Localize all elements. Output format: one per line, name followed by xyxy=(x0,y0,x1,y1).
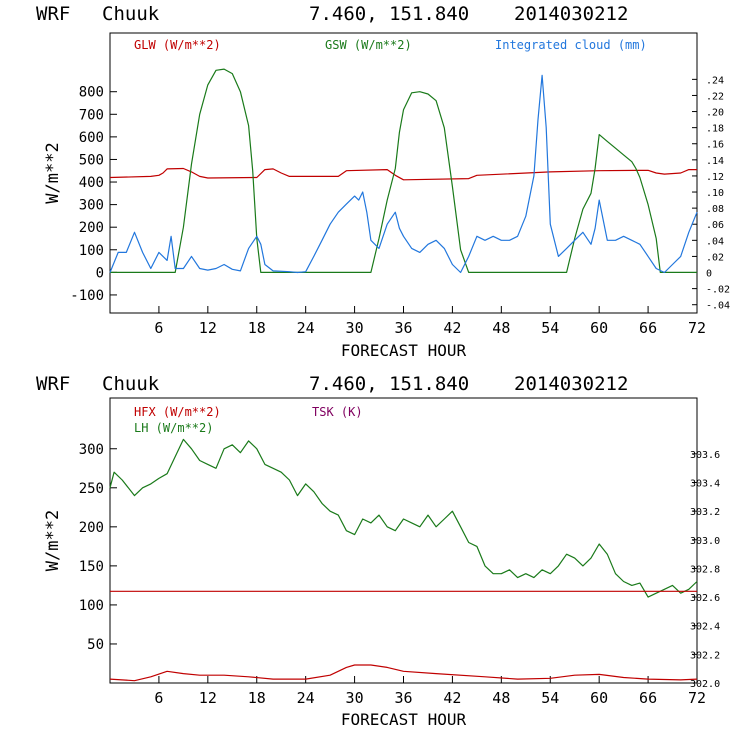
series-line xyxy=(110,68,697,273)
y2-tick-label: 303.4 xyxy=(690,478,720,489)
x-tick-label: 48 xyxy=(492,319,510,337)
x-tick-label: 18 xyxy=(248,319,266,337)
x-tick-label: 36 xyxy=(394,689,412,707)
header-coords: 7.460, 151.840 xyxy=(309,373,469,395)
y-tick-label: -100 xyxy=(70,288,104,304)
y2-tick-label: .10 xyxy=(706,188,724,199)
y2-tick-label: .16 xyxy=(706,140,724,151)
y2-tick-label: .14 xyxy=(706,156,724,167)
y2-tick-label: 302.8 xyxy=(690,564,720,575)
y-tick-label: 150 xyxy=(79,559,104,575)
x-axis-title: FORECAST HOUR xyxy=(341,341,467,360)
y2-tick-label: .08 xyxy=(706,204,724,215)
y2-tick-label: 302.0 xyxy=(690,679,720,690)
x-tick-label: 54 xyxy=(541,319,559,337)
x-tick-label: 72 xyxy=(688,689,706,707)
y-tick-label: 300 xyxy=(79,198,104,214)
x-tick-label: 30 xyxy=(346,689,364,707)
legend-entry: Integrated cloud (mm) xyxy=(495,38,647,52)
y-tick-label: 50 xyxy=(87,637,104,653)
series-line xyxy=(109,664,698,682)
series-line xyxy=(109,438,698,598)
header-coords: 7.460, 151.840 xyxy=(309,3,469,25)
x-axis-title: FORECAST HOUR xyxy=(341,710,467,729)
x-tick-label: 24 xyxy=(297,689,315,707)
legend-entry: LH (W/m**2) xyxy=(134,421,213,435)
x-tick-label: 12 xyxy=(199,689,217,707)
y-axis-title: W/m**2 xyxy=(43,510,63,571)
header-model: WRF xyxy=(36,3,70,25)
y-tick-label: 0 xyxy=(96,265,104,281)
y-tick-label: 300 xyxy=(79,442,104,458)
series-line xyxy=(109,167,697,181)
x-tick-label: 66 xyxy=(639,319,657,337)
y2-tick-label: -.02 xyxy=(706,285,730,296)
y2-tick-label: 303.6 xyxy=(690,450,720,461)
x-tick-label: 6 xyxy=(154,689,163,707)
series-line xyxy=(109,74,698,274)
x-tick-label: 18 xyxy=(248,689,266,707)
x-tick-label: 6 xyxy=(154,319,163,337)
y-tick-label: 400 xyxy=(79,175,104,191)
y2-tick-label: 302.2 xyxy=(690,650,720,661)
header-init: 2014030212 xyxy=(514,373,628,395)
y2-tick-label: 302.4 xyxy=(690,622,720,633)
header-station: Chuuk xyxy=(102,3,160,25)
x-tick-label: 60 xyxy=(590,689,608,707)
x-tick-label: 12 xyxy=(199,319,217,337)
header-station: Chuuk xyxy=(102,373,160,395)
x-tick-label: 42 xyxy=(443,689,461,707)
legend-entry: GLW (W/m**2) xyxy=(134,38,221,52)
x-tick-label: 42 xyxy=(443,319,461,337)
header-init: 2014030212 xyxy=(514,3,628,25)
y2-tick-label: 303.0 xyxy=(690,536,720,547)
y-tick-label: 200 xyxy=(79,520,104,536)
legend-entry: GSW (W/m**2) xyxy=(325,38,412,52)
x-tick-label: 30 xyxy=(346,319,364,337)
y-tick-label: 700 xyxy=(79,107,104,123)
x-tick-label: 36 xyxy=(394,319,412,337)
x-tick-label: 54 xyxy=(541,689,559,707)
header-model: WRF xyxy=(36,373,70,395)
legend-entry: HFX (W/m**2) xyxy=(134,405,221,419)
y2-tick-label: -.04 xyxy=(706,301,730,312)
y-tick-label: 500 xyxy=(79,152,104,168)
x-tick-label: 60 xyxy=(590,319,608,337)
y2-tick-label: .06 xyxy=(706,220,724,231)
y2-tick-label: .04 xyxy=(706,236,724,247)
x-tick-label: 24 xyxy=(297,319,315,337)
x-tick-label: 66 xyxy=(639,689,657,707)
x-tick-label: 72 xyxy=(688,319,706,337)
y-tick-label: 200 xyxy=(79,220,104,236)
y-tick-label: 100 xyxy=(79,243,104,259)
legend-entry: TSK (K) xyxy=(312,405,363,419)
plot-frame xyxy=(109,32,698,314)
y2-tick-label: 302.6 xyxy=(690,593,720,604)
y-tick-label: 250 xyxy=(79,481,104,497)
y-axis-title: W/m**2 xyxy=(43,142,63,203)
y2-tick-label: .22 xyxy=(706,91,724,102)
y2-tick-label: 0 xyxy=(706,269,712,280)
y2-tick-label: .02 xyxy=(706,252,724,263)
y-tick-label: 800 xyxy=(79,85,104,101)
x-tick-label: 48 xyxy=(492,689,510,707)
y2-tick-label: .20 xyxy=(706,108,724,119)
y2-tick-label: .12 xyxy=(706,172,724,183)
plot-frame xyxy=(109,397,698,684)
y2-tick-label: .18 xyxy=(706,124,724,135)
y-tick-label: 100 xyxy=(79,598,104,614)
y2-tick-label: 303.2 xyxy=(690,507,720,518)
y-tick-label: 600 xyxy=(79,130,104,146)
y2-tick-label: .24 xyxy=(706,75,724,86)
